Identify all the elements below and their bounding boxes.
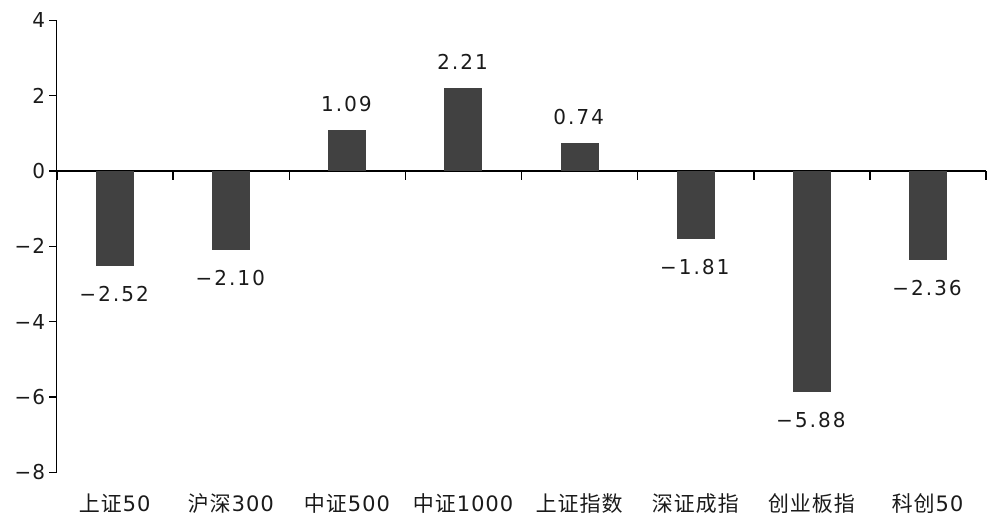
category-label: 创业板指 <box>767 492 856 516</box>
x-tick <box>288 171 290 180</box>
bar-中证1000 <box>444 87 483 171</box>
x-tick <box>172 171 174 180</box>
x-tick <box>985 171 987 180</box>
category-label: 科创50 <box>891 492 965 516</box>
y-tick-label: 4 <box>32 8 46 33</box>
bar-科创50 <box>908 171 947 260</box>
y-tick <box>48 320 56 323</box>
y-tick <box>48 396 56 398</box>
x-tick <box>56 171 58 180</box>
y-tick <box>48 245 56 248</box>
bar-上证50 <box>96 171 135 266</box>
category-label: 上证50 <box>78 492 152 516</box>
category-label: 深证成指 <box>651 492 740 516</box>
category-label: 上证指数 <box>535 492 624 516</box>
bar-value-label: −2.36 <box>892 275 964 300</box>
category-label: 中证1000 <box>412 492 515 516</box>
y-tick-label: 2 <box>32 83 46 108</box>
x-tick <box>636 171 639 180</box>
y-tick <box>48 471 56 474</box>
bar-value-label: 1.09 <box>321 91 374 116</box>
bar-深证成指 <box>676 171 715 240</box>
bar-value-label: −1.81 <box>660 255 732 280</box>
bar-上证指数 <box>560 143 599 171</box>
y-tick <box>48 170 56 172</box>
bar-创业板指 <box>792 171 831 393</box>
bar-中证500 <box>328 129 367 171</box>
bar-value-label: −2.10 <box>195 266 267 291</box>
bar-value-label: 0.74 <box>553 105 606 130</box>
y-tick <box>48 94 56 97</box>
bar-沪深300 <box>212 171 251 251</box>
category-label: 沪深300 <box>187 492 275 516</box>
y-tick-label: −2 <box>14 234 46 259</box>
y-tick-label: −4 <box>14 309 46 334</box>
y-tick-label: −6 <box>14 385 46 409</box>
bar-value-label: −5.88 <box>776 408 848 433</box>
x-tick <box>404 171 407 180</box>
x-tick <box>520 171 523 180</box>
bar-value-label: −2.52 <box>79 281 151 306</box>
y-tick-label: −8 <box>14 460 46 485</box>
y-tick <box>48 19 56 22</box>
y-tick-label: 0 <box>32 159 46 183</box>
category-label: 中证500 <box>303 492 391 516</box>
x-tick <box>753 171 755 180</box>
y-axis <box>55 20 57 474</box>
x-tick <box>869 171 871 180</box>
bar-value-label: 2.21 <box>437 49 490 74</box>
